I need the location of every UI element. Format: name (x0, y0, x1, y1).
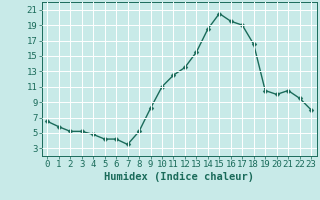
X-axis label: Humidex (Indice chaleur): Humidex (Indice chaleur) (104, 172, 254, 182)
